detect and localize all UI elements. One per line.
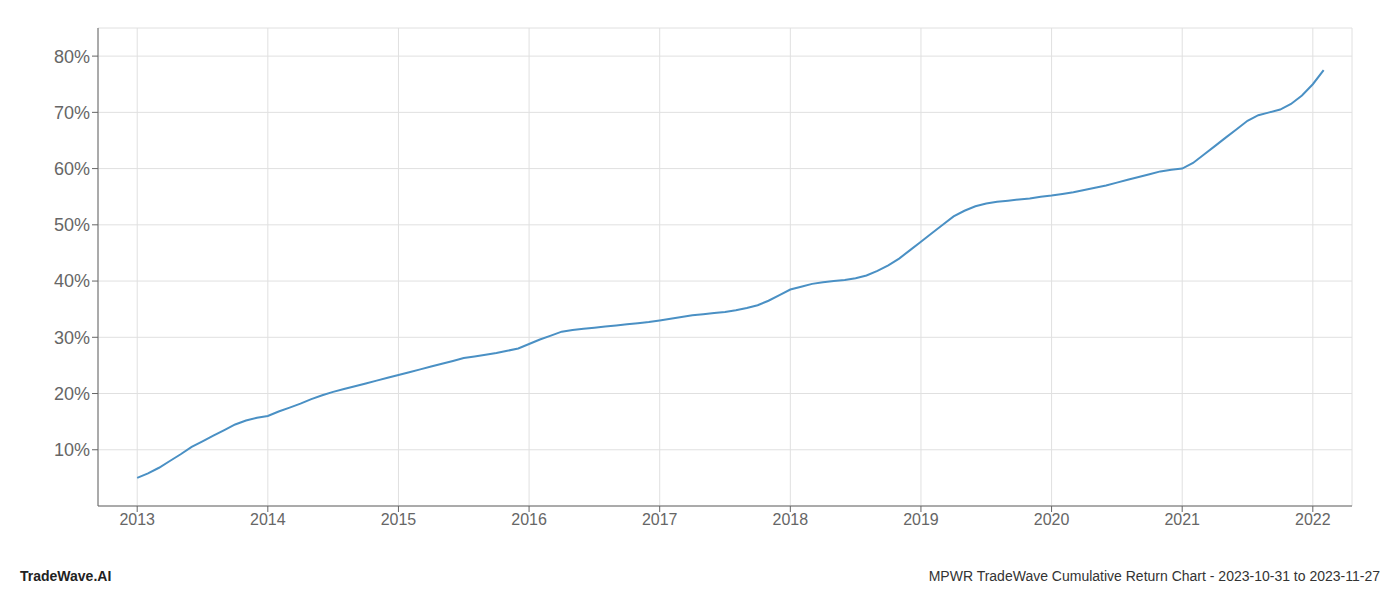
svg-text:2021: 2021 <box>1164 511 1200 528</box>
svg-text:60%: 60% <box>54 159 90 179</box>
svg-text:2019: 2019 <box>903 511 939 528</box>
svg-text:2020: 2020 <box>1034 511 1070 528</box>
svg-text:80%: 80% <box>54 47 90 67</box>
svg-text:10%: 10% <box>54 440 90 460</box>
html-text:MPWR TradeWave Cumulative Retu: MPWR TradeWave Cumulative Return Chart -… <box>928 568 1380 584</box>
svg-text:50%: 50% <box>54 215 90 235</box>
svg-text:2015: 2015 <box>381 511 417 528</box>
svg-text:2017: 2017 <box>642 511 678 528</box>
svg-text:2016: 2016 <box>511 511 547 528</box>
svg-text:2022: 2022 <box>1295 511 1331 528</box>
svg-text:70%: 70% <box>54 103 90 123</box>
svg-text:30%: 30% <box>54 328 90 348</box>
svg-text:40%: 40% <box>54 271 90 291</box>
svg-text:2013: 2013 <box>119 511 155 528</box>
svg-text:2014: 2014 <box>250 511 286 528</box>
svg-text:20%: 20% <box>54 384 90 404</box>
html-text:TradeWave.AI: TradeWave.AI <box>20 568 112 584</box>
svg-text:2018: 2018 <box>773 511 809 528</box>
